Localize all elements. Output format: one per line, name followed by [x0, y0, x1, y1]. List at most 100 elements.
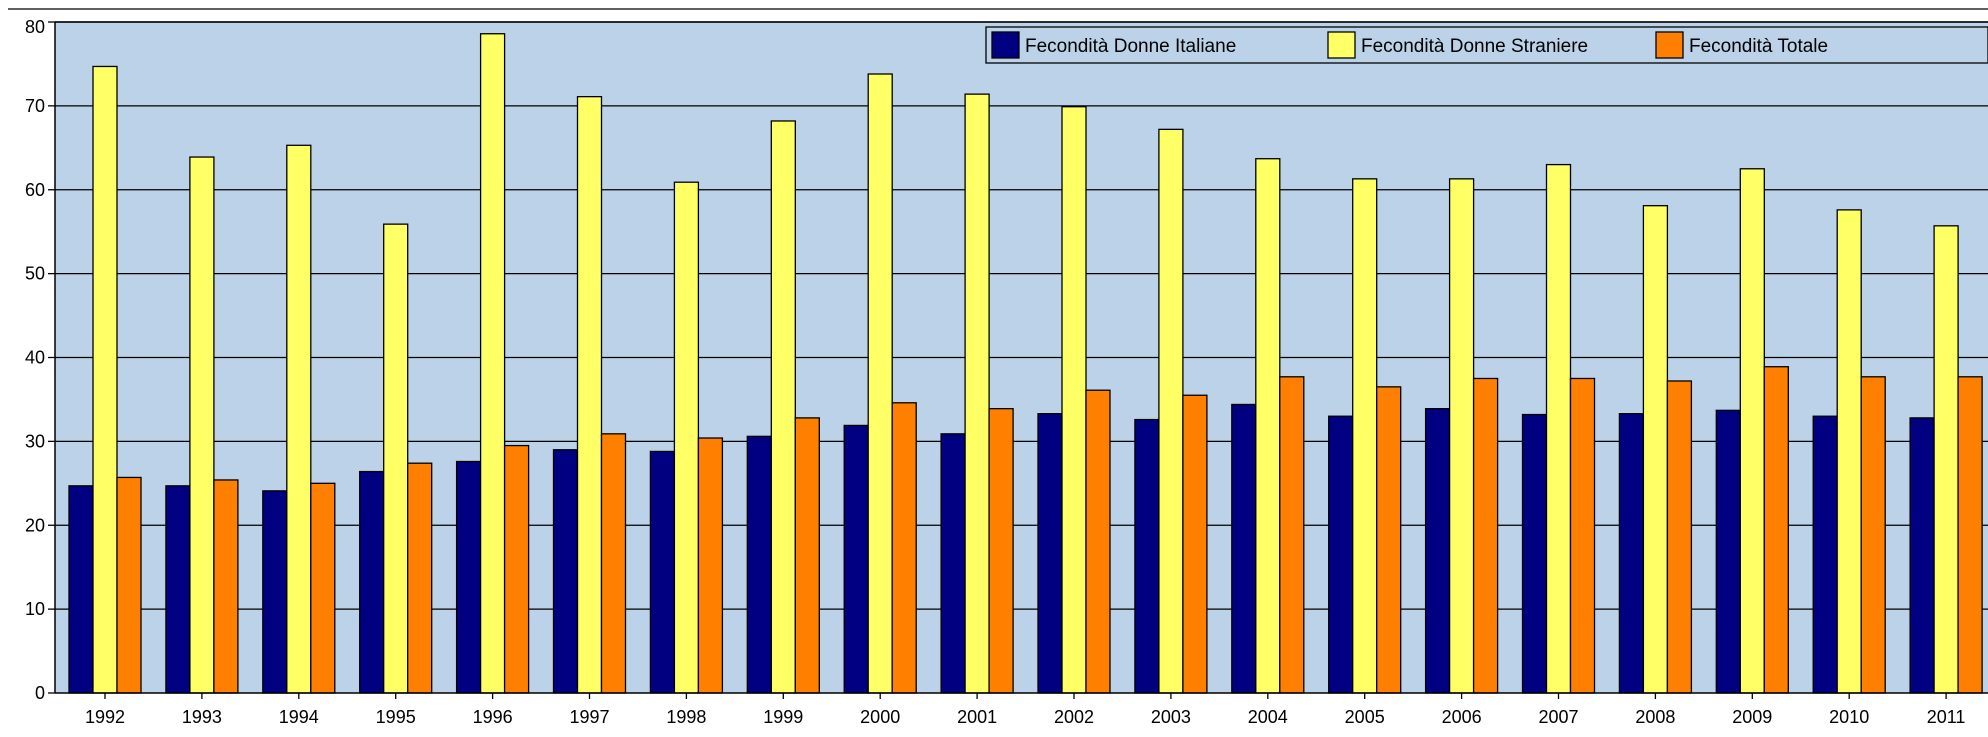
y-tick-label: 30 [25, 431, 45, 451]
legend-label: Fecondità Donne Straniere [1361, 36, 1588, 57]
bar-totale [1376, 386, 1402, 694]
bar-totale [794, 417, 820, 694]
y-tick-label: 40 [25, 348, 45, 368]
bar-straniere [479, 33, 506, 694]
x-tick-label: 2010 [1829, 707, 1869, 727]
x-tick-label: 1994 [279, 707, 319, 727]
bar-totale [988, 408, 1014, 694]
bar-totale [1763, 366, 1789, 694]
x-tick-label: 2009 [1732, 707, 1772, 727]
y-tick-label: 80 [25, 17, 45, 37]
bar-totale [600, 433, 627, 694]
x-tick-label: 2002 [1054, 707, 1094, 727]
bar-italiane [1328, 415, 1354, 694]
x-tick-label: 2005 [1345, 707, 1385, 727]
x-tick-label: 1997 [569, 707, 609, 727]
bar-straniere [1836, 209, 1862, 694]
y-tick-label: 20 [25, 515, 45, 535]
bar-totale [1182, 394, 1208, 694]
x-tick-label: 1995 [376, 707, 416, 727]
y-axis-tick-labels: 0 10 20 30 40 50 60 70 80 [25, 17, 55, 703]
bar-totale [1666, 380, 1693, 694]
x-tick-label: 2006 [1442, 707, 1482, 727]
bar-italiane [1424, 408, 1451, 694]
x-tick-label: 1998 [666, 707, 706, 727]
bar-straniere [1739, 168, 1765, 694]
bar-italiane [1521, 413, 1548, 694]
bar-totale [891, 402, 917, 694]
x-tick-label: 1996 [473, 707, 513, 727]
bar-straniere [1352, 178, 1378, 694]
bar-italiane [455, 460, 482, 694]
x-tick-label: 1999 [763, 707, 803, 727]
legend-box [985, 26, 1988, 64]
bar-italiane [649, 450, 676, 694]
bar-totale [407, 462, 433, 694]
bar-totale [1860, 376, 1886, 694]
x-tick-label: 2004 [1248, 707, 1288, 727]
legend-swatch-totale [1655, 31, 1684, 59]
bar-straniere [383, 223, 409, 694]
bar-straniere [1448, 178, 1475, 694]
bar-straniere [673, 181, 700, 694]
x-tick-label: 1992 [85, 707, 125, 727]
bar-straniere [1545, 163, 1572, 694]
bar-straniere [1158, 128, 1184, 694]
y-tick-label: 50 [25, 264, 45, 284]
bar-italiane [1812, 415, 1838, 694]
bar-totale [310, 482, 336, 694]
bar-italiane [1618, 413, 1645, 694]
bar-totale [1569, 377, 1596, 694]
bar-straniere [1642, 205, 1669, 694]
bar-straniere [1255, 158, 1281, 694]
y-tick-label: 70 [25, 96, 45, 116]
bar-totale [1279, 376, 1305, 694]
bar-straniere [92, 65, 118, 694]
legend-label: Fecondità Donne Italiane [1025, 36, 1236, 57]
bar-italiane [746, 435, 772, 694]
bar-totale [116, 476, 142, 694]
bar-italiane [1134, 418, 1160, 694]
bar-totale [1085, 389, 1111, 694]
x-tick-label: 2001 [957, 707, 997, 727]
bar-straniere [1061, 106, 1087, 694]
bar-italiane [262, 490, 288, 694]
bar-italiane [843, 424, 869, 694]
bar-straniere [286, 144, 312, 694]
axes [8, 8, 1988, 694]
x-tick-label: 2000 [860, 707, 900, 727]
bar-straniere [867, 73, 893, 694]
bar-totale [213, 479, 239, 694]
bar-straniere [1933, 225, 1959, 694]
x-tick-label: 2008 [1635, 707, 1675, 727]
bar-italiane [1231, 403, 1257, 694]
bar-straniere [576, 95, 603, 694]
bar-italiane [359, 470, 385, 694]
bar-totale [697, 437, 724, 694]
legend: Fecondità Donne Italiane Fecondità Donne … [985, 26, 1988, 64]
bar-italiane [165, 485, 191, 694]
y-tick-label: 10 [25, 599, 45, 619]
legend-swatch-straniere [1327, 31, 1356, 59]
x-tick-label: 2003 [1151, 707, 1191, 727]
legend-label: Fecondità Totale [1689, 36, 1828, 57]
bar-totale [503, 444, 530, 694]
bar-straniere [189, 156, 215, 694]
x-tick-label: 2007 [1538, 707, 1578, 727]
bar-italiane [552, 449, 579, 694]
y-tick-label: 60 [25, 180, 45, 200]
y-tick-label: 0 [35, 683, 45, 703]
bar-totale [1957, 376, 1983, 694]
x-tick-label: 2011 [1927, 707, 1966, 727]
bar-totale [1472, 377, 1499, 694]
legend-swatch-italiane [991, 31, 1020, 59]
bars [68, 33, 1983, 694]
bar-italiane [1037, 413, 1063, 694]
bar-italiane [1909, 417, 1935, 694]
bar-straniere [770, 120, 796, 694]
bar-straniere [964, 93, 990, 694]
bar-italiane [940, 433, 966, 694]
x-axis-tick-labels: 1992 1993 1994 1995 1996 1997 1998 1999 2000 2001… [85, 693, 1965, 727]
bar-italiane [1715, 409, 1741, 694]
